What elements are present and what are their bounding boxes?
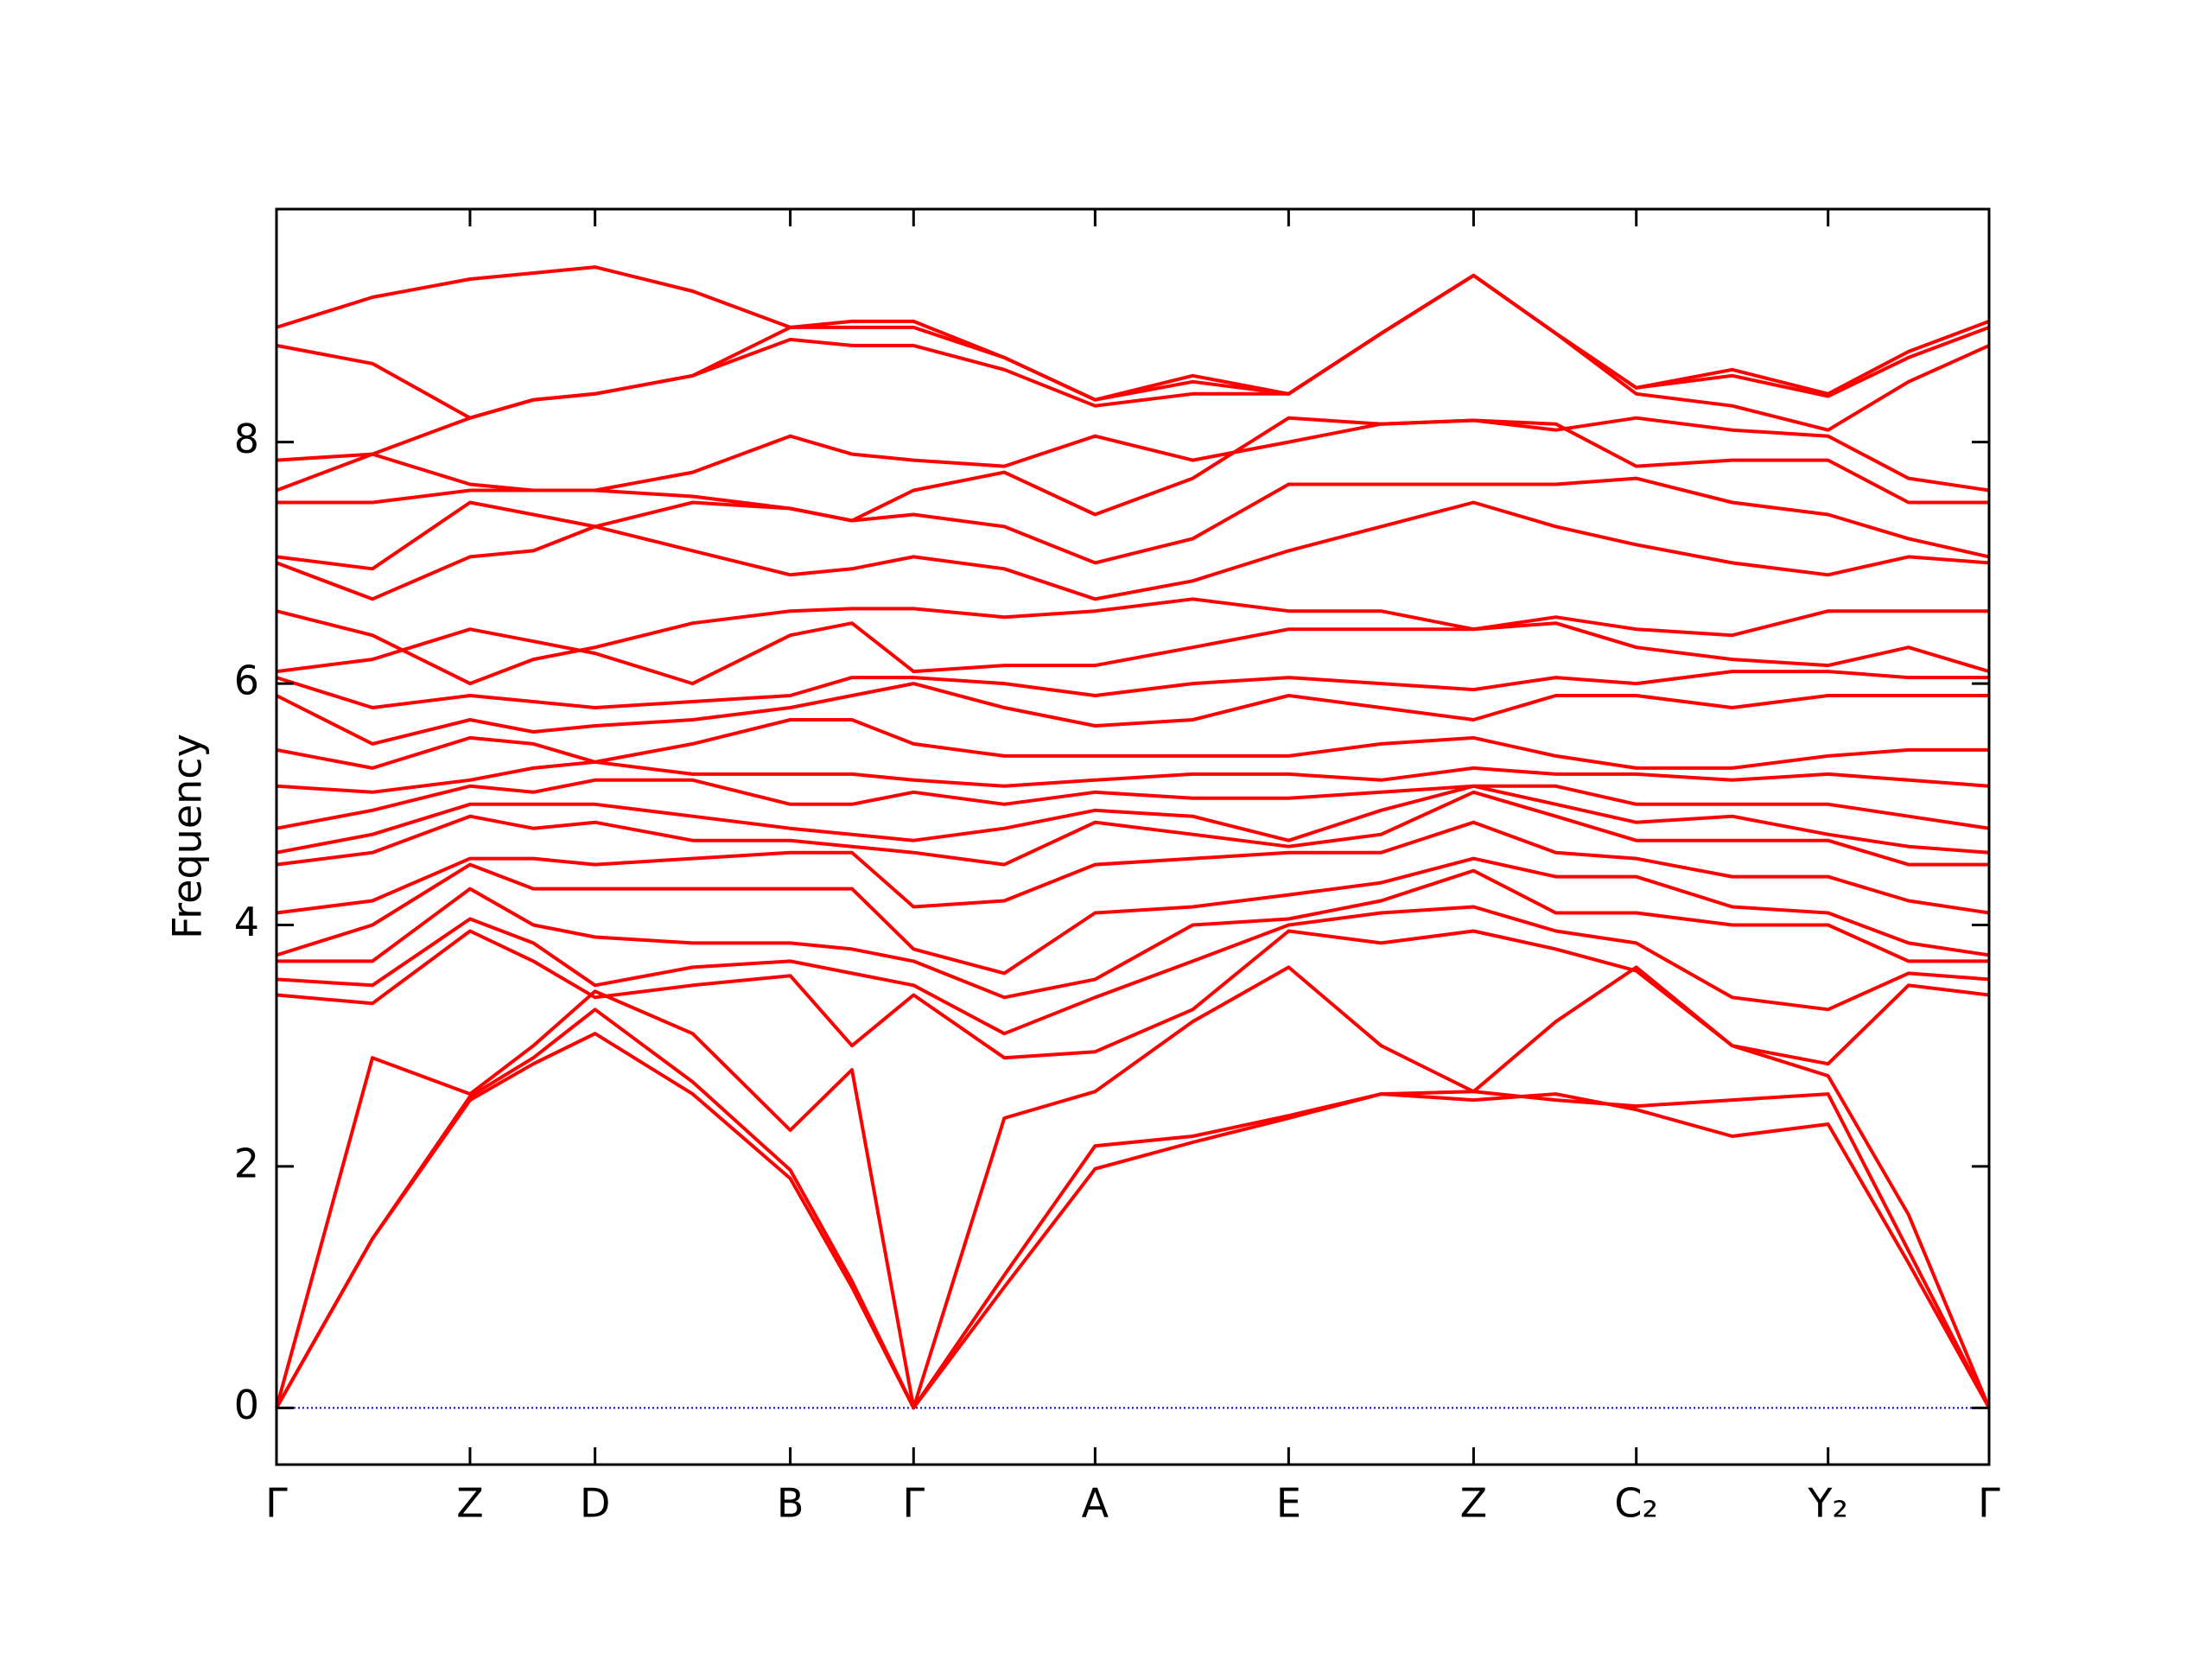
x-tick-label: A bbox=[1082, 1480, 1109, 1527]
band-line bbox=[276, 790, 1989, 867]
band-line bbox=[276, 670, 1989, 709]
x-tick-label: Y₂ bbox=[1807, 1480, 1848, 1527]
band-line bbox=[276, 905, 1990, 1036]
x-tick-label: Γ bbox=[1978, 1480, 2000, 1527]
band-line bbox=[276, 476, 1990, 571]
band-line bbox=[276, 778, 1990, 830]
x-tick-label: Z bbox=[1460, 1480, 1488, 1527]
band-line bbox=[276, 856, 1990, 976]
x-tick-label: B bbox=[777, 1480, 804, 1527]
x-tick-label: D bbox=[580, 1480, 610, 1527]
x-tick-label: E bbox=[1276, 1480, 1301, 1527]
band-line bbox=[276, 265, 1990, 402]
band-line bbox=[276, 760, 1990, 794]
x-tick-label: Z bbox=[456, 1480, 484, 1527]
band-line bbox=[276, 621, 1990, 686]
band-line bbox=[276, 500, 1990, 601]
band-line bbox=[275, 1007, 1991, 1410]
band-line bbox=[276, 416, 1989, 523]
y-tick-label: 6 bbox=[234, 658, 259, 704]
band-line bbox=[276, 273, 1990, 420]
y-tick-label: 4 bbox=[234, 899, 259, 945]
band-line bbox=[275, 1032, 1991, 1410]
band-line bbox=[276, 929, 1990, 1066]
band-line bbox=[276, 682, 1989, 746]
x-tick-label: C₂ bbox=[1614, 1480, 1658, 1527]
band-line bbox=[275, 965, 1991, 1410]
x-tick-label: Γ bbox=[902, 1480, 925, 1527]
y-tick-label: 0 bbox=[234, 1382, 259, 1428]
band-line bbox=[276, 273, 1990, 462]
plot-frame bbox=[275, 207, 1991, 1466]
band-line bbox=[276, 718, 1989, 770]
band-line bbox=[276, 416, 1990, 493]
y-tick-label: 8 bbox=[234, 416, 259, 462]
y-axis-label: Frequency bbox=[164, 734, 211, 939]
x-tick-label: Γ bbox=[265, 1480, 288, 1527]
band-line bbox=[276, 868, 1989, 1000]
band-line bbox=[276, 597, 1989, 686]
band-line bbox=[276, 820, 1990, 915]
y-tick-label: 2 bbox=[234, 1140, 259, 1186]
band-line bbox=[276, 784, 1990, 855]
